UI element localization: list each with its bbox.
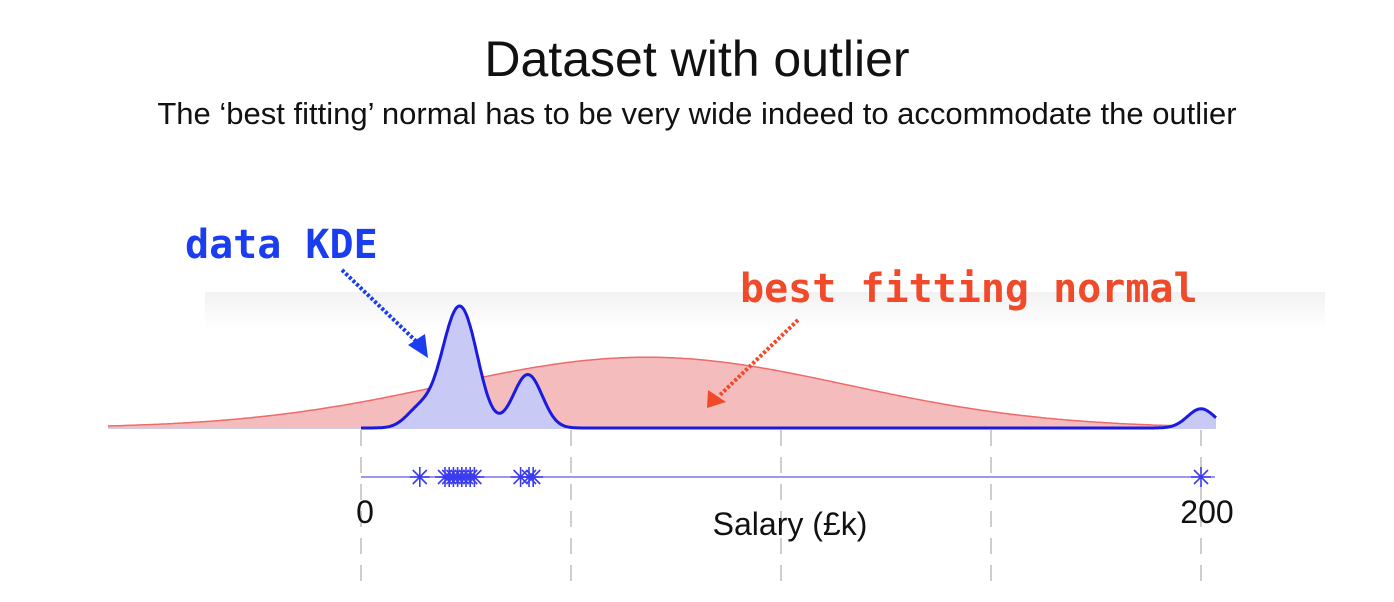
- kde-fill: [361, 306, 1216, 428]
- kde-annotation-arrow: [340, 268, 422, 347]
- annotation-layer: data KDE best fitting normal: [185, 222, 1198, 408]
- normal-curve-line: [107, 356, 1217, 428]
- rug-marker: [409, 467, 430, 487]
- normal-annotation-arrowhead: [707, 390, 726, 408]
- normal-fill: [108, 357, 1216, 428]
- tick-layer: 0 200: [356, 494, 1234, 530]
- kde-curve-line: [361, 304, 1217, 430]
- rug-marker-stroke: [412, 469, 428, 485]
- rug-marker-stroke: [1193, 469, 1209, 485]
- kde-annotation-arrowhead: [408, 334, 428, 358]
- grid-layer: [108, 427, 1216, 582]
- kde-annotation-label: data KDE: [185, 222, 378, 268]
- chart-subtitle: The ‘best fitting’ normal has to be very…: [157, 96, 1237, 131]
- x-tick-label: 200: [1180, 494, 1233, 530]
- normal-annotation-arrow: [718, 318, 800, 397]
- rug-marker: [523, 467, 544, 487]
- plot-background-band: [205, 292, 1325, 330]
- rug-layer: [361, 467, 1215, 487]
- normal-layer: [107, 356, 1217, 428]
- rug-marker: [1191, 467, 1211, 487]
- normal-annotation-label: best fitting normal: [740, 266, 1198, 312]
- x-axis-label: Salary (£k): [713, 506, 868, 542]
- x-tick-label: 0: [356, 494, 374, 530]
- kde-layer: [361, 304, 1217, 430]
- chart-title: Dataset with outlier: [484, 31, 910, 87]
- rug-marker-stroke: [466, 469, 482, 485]
- rug-marker-stroke: [525, 469, 541, 485]
- rug-marker: [464, 467, 485, 487]
